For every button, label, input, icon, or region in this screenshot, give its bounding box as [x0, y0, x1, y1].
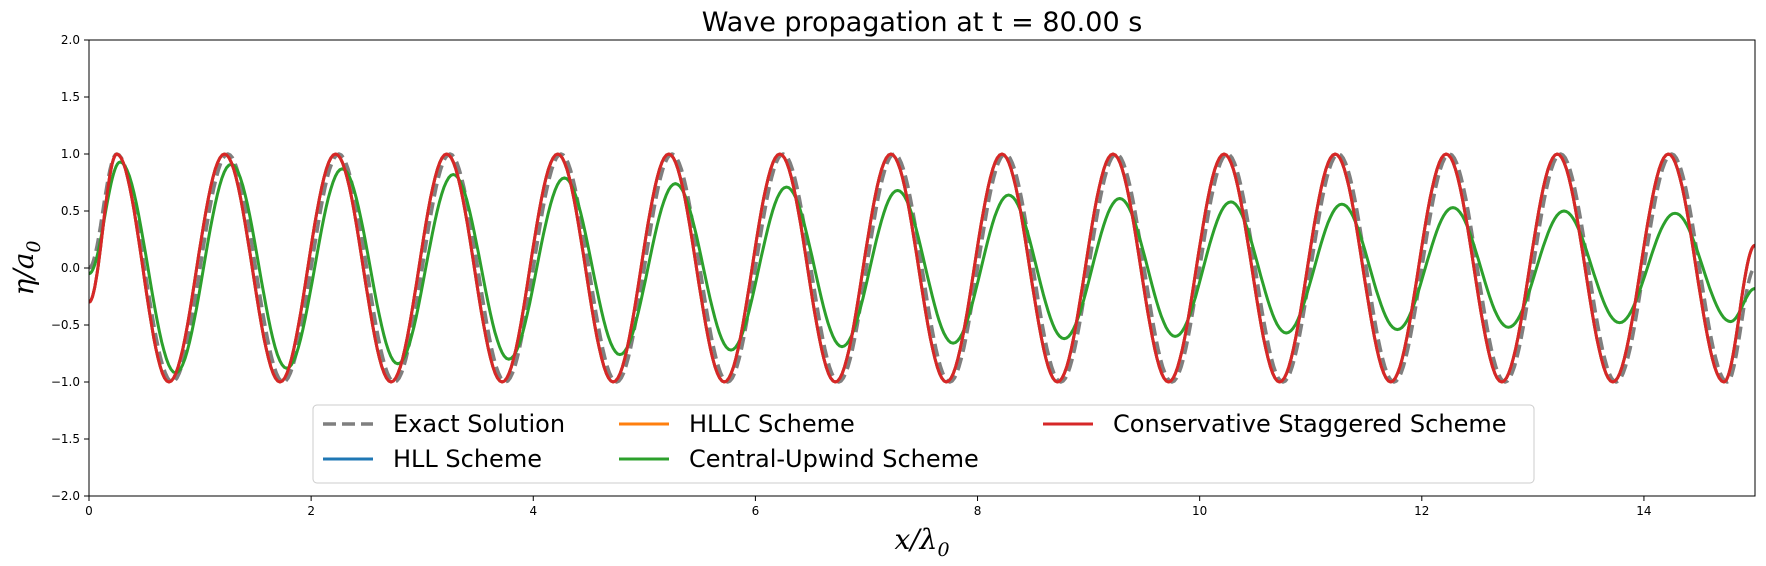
x-tick-label: 6 — [752, 504, 760, 518]
chart-title: Wave propagation at t = 80.00 s — [702, 7, 1143, 38]
x-tick-label: 0 — [85, 504, 93, 518]
series-layer — [89, 152, 1755, 384]
y-tick-label: −2.0 — [51, 489, 80, 503]
x-axis-label-main: x/λ — [894, 523, 937, 556]
legend-label-exact-solution: Exact Solution — [393, 410, 565, 438]
y-tick-label: 1.0 — [61, 147, 80, 161]
y-tick-label: 0.0 — [61, 261, 80, 275]
y-axis-label: η/a0 — [7, 241, 45, 296]
x-tick-label: 12 — [1414, 504, 1429, 518]
series-line-conservative-staggered-scheme — [89, 152, 1755, 384]
x-tick-label: 2 — [307, 504, 315, 518]
legend-box — [312, 404, 1535, 484]
y-tick-label: 0.5 — [61, 204, 80, 218]
y-tick-label: 1.5 — [61, 90, 80, 104]
series-line-exact-solution — [89, 152, 1755, 384]
x-axis: 0 2 4 6 8 10 12 14 — [85, 496, 1652, 518]
y-tick-label: −1.5 — [51, 432, 80, 446]
y-tick-label: 2.0 — [61, 33, 80, 47]
legend-label-hllc-scheme: HLLC Scheme — [689, 410, 855, 438]
y-tick-label: −1.0 — [51, 375, 80, 389]
series-line-central-upwind-scheme — [89, 160, 1755, 375]
legend-label-conservative-staggered-scheme: Conservative Staggered Scheme — [1113, 410, 1506, 438]
y-tick-label: −0.5 — [51, 318, 80, 332]
legend-label-central-upwind-scheme: Central-Upwind Scheme — [689, 445, 979, 473]
y-axis-label-subscript: 0 — [23, 241, 45, 253]
legend-label-hll-scheme: HLL Scheme — [393, 445, 542, 473]
y-axis: −2.0 −1.5 −1.0 −0.5 0.0 0.5 1.0 1.5 2.0 — [51, 33, 89, 503]
legend-items: Exact Solution HLL Scheme HLLC Scheme Centr… — [323, 410, 1506, 473]
x-tick-label: 8 — [974, 504, 982, 518]
legend: Exact Solution HLL Scheme HLLC Scheme Centr… — [312, 404, 1535, 484]
x-tick-label: 10 — [1192, 504, 1207, 518]
y-axis-label-main: η/a — [7, 253, 40, 296]
x-axis-label-subscript: 0 — [937, 539, 949, 561]
x-tick-label: 4 — [529, 504, 537, 518]
x-axis-label: x/λ0 — [894, 523, 949, 561]
x-tick-label: 14 — [1636, 504, 1651, 518]
